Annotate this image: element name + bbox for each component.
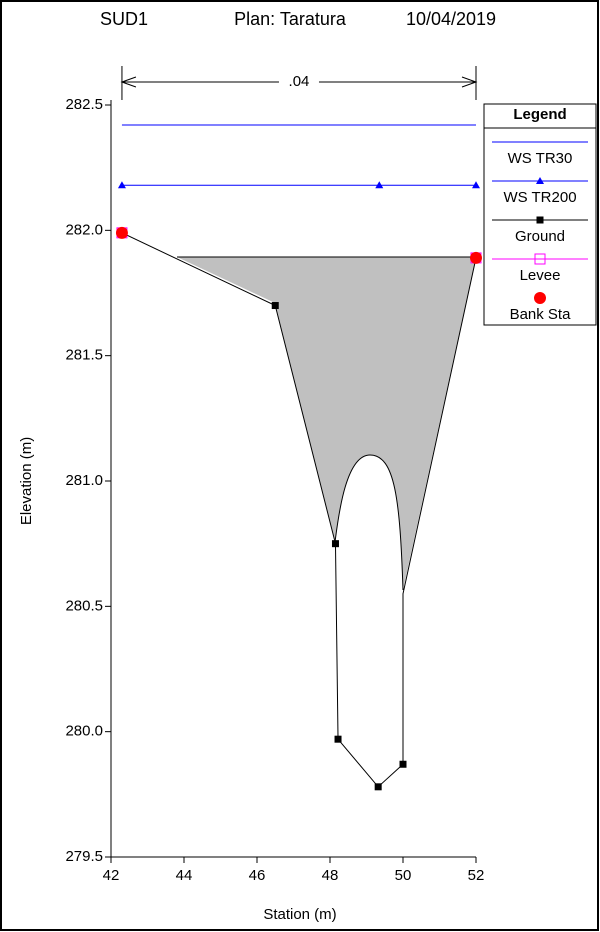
legend-label: WS TR200 bbox=[503, 189, 576, 206]
obstruction-outline bbox=[334, 454, 404, 591]
point bbox=[472, 181, 480, 189]
point bbox=[331, 540, 339, 548]
legend-box bbox=[483, 103, 597, 326]
legend-label: Levee bbox=[520, 267, 561, 284]
flow-area bbox=[177, 257, 476, 590]
legend-marker bbox=[536, 177, 544, 184]
x-tick-label: 44 bbox=[176, 867, 193, 884]
y-tick-label: 282.5 bbox=[65, 96, 103, 113]
y-tick-label: 279.5 bbox=[65, 848, 103, 865]
legend-label: Bank Sta bbox=[510, 306, 572, 323]
arrow-head bbox=[461, 76, 478, 88]
y-tick-label: 280.0 bbox=[65, 723, 103, 740]
x-axis-label: Station (m) bbox=[263, 906, 336, 923]
x-tick-label: 42 bbox=[103, 867, 120, 884]
legend-marker bbox=[534, 253, 546, 265]
x-tick-label: 50 bbox=[395, 867, 412, 884]
series-line bbox=[121, 232, 477, 788]
legend-marker bbox=[536, 216, 544, 224]
x-tick-label: 48 bbox=[322, 867, 339, 884]
point bbox=[271, 302, 279, 310]
point bbox=[374, 783, 382, 791]
point bbox=[117, 181, 126, 189]
legend-label: Ground bbox=[515, 228, 565, 245]
y-tick-label: 282.0 bbox=[65, 221, 103, 238]
y-tick-label: 281.5 bbox=[65, 347, 103, 364]
y-tick-label: 281.0 bbox=[65, 472, 103, 489]
title-part: 10/04/2019 bbox=[406, 9, 496, 29]
legend-title: Legend bbox=[513, 106, 566, 123]
title-part: Plan: Taratura bbox=[234, 9, 347, 29]
y-tick-label: 280.5 bbox=[65, 597, 103, 614]
x-tick-label: 46 bbox=[249, 867, 266, 884]
point bbox=[115, 226, 128, 239]
point bbox=[470, 251, 482, 264]
annotation: .04 bbox=[289, 73, 310, 90]
legend-marker bbox=[534, 292, 546, 304]
arrow-head bbox=[120, 76, 137, 88]
y-axis-label: Elevation (m) bbox=[18, 437, 35, 525]
legend-label: WS TR30 bbox=[508, 150, 573, 167]
x-tick-label: 52 bbox=[468, 867, 485, 884]
title-part: SUD1 bbox=[100, 9, 148, 29]
point bbox=[375, 181, 384, 189]
point bbox=[334, 735, 342, 743]
point bbox=[399, 760, 407, 768]
